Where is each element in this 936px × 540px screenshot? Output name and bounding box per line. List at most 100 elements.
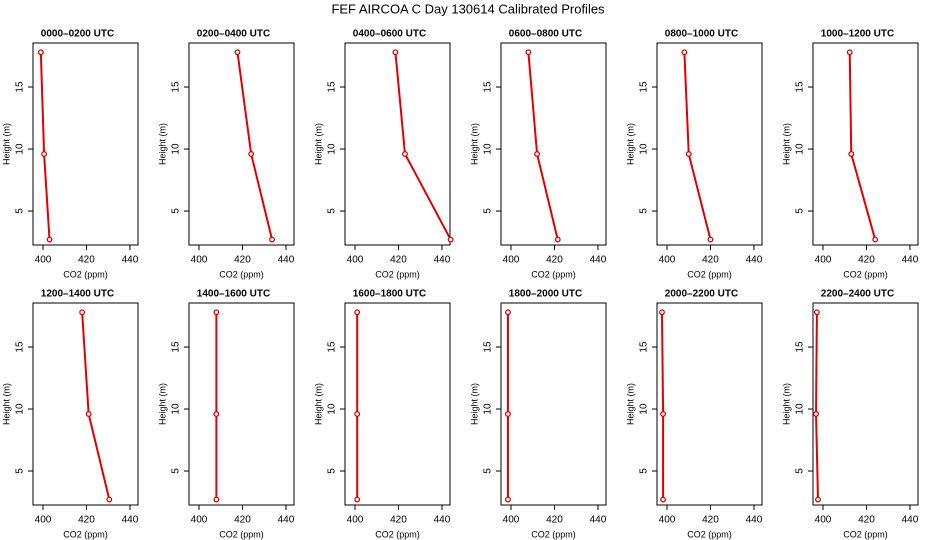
plot-box — [500, 42, 607, 246]
profile-point — [660, 411, 667, 417]
panel-title: 1800–2000 UTC — [509, 289, 582, 300]
y-tick-label: 5 — [483, 468, 494, 474]
x-tick-label: 440 — [590, 515, 607, 526]
profile-point — [248, 151, 255, 157]
x-tick-label: 440 — [278, 515, 295, 526]
y-tick-label: 10 — [15, 143, 26, 155]
x-tick-label: 400 — [503, 515, 520, 526]
x-axis-label: CO2 (ppm) — [531, 529, 576, 539]
page-title: FEF AIRCOA C Day 130614 Calibrated Profi… — [331, 1, 605, 16]
y-tick-label: 10 — [639, 403, 650, 415]
y-tick-label: 5 — [795, 468, 806, 474]
profile-point — [447, 236, 454, 243]
x-tick-label: 400 — [191, 255, 208, 266]
x-tick-label: 400 — [347, 255, 364, 266]
profile-point — [848, 151, 855, 157]
panel-title: 0200–0400 UTC — [197, 29, 270, 40]
x-axis-label: CO2 (ppm) — [63, 529, 108, 539]
plot-box — [32, 42, 139, 246]
x-tick-label: 420 — [702, 515, 719, 526]
y-tick-label: 5 — [327, 208, 338, 214]
y-tick-label: 10 — [15, 403, 26, 415]
profile-line — [815, 312, 819, 500]
y-axis-label: Height (m) — [1, 383, 11, 425]
x-tick-label: 420 — [390, 255, 407, 266]
y-axis-label: Height (m) — [157, 383, 167, 425]
x-tick-label: 440 — [122, 515, 139, 526]
y-tick-label: 5 — [483, 208, 494, 214]
x-tick-label: 400 — [815, 255, 832, 266]
x-tick-label: 420 — [546, 515, 563, 526]
profile-line — [683, 52, 712, 240]
y-tick-label: 15 — [483, 81, 494, 93]
y-tick-label: 5 — [639, 468, 650, 474]
y-tick-label: 10 — [483, 143, 494, 155]
x-axis-label: CO2 (ppm) — [375, 529, 420, 539]
x-tick-label: 440 — [122, 255, 139, 266]
y-axis-label: Height (m) — [313, 123, 323, 165]
y-tick-label: 10 — [483, 403, 494, 415]
panel-title: 1600–1800 UTC — [353, 289, 426, 300]
profile-point — [813, 309, 820, 316]
y-tick-label: 15 — [639, 341, 650, 353]
x-tick-label: 420 — [78, 255, 95, 266]
x-tick-label: 420 — [78, 515, 95, 526]
profile-line — [39, 52, 51, 240]
x-axis-label: CO2 (ppm) — [843, 529, 888, 539]
profile-point — [354, 309, 361, 316]
x-axis-label: CO2 (ppm) — [531, 269, 576, 279]
y-tick-label: 10 — [795, 143, 806, 155]
y-tick-label: 5 — [639, 208, 650, 214]
profile-point — [106, 496, 113, 503]
y-tick-label: 10 — [639, 143, 650, 155]
profile-point — [872, 236, 879, 243]
x-tick-label: 400 — [347, 515, 364, 526]
profile-point — [41, 151, 48, 157]
profile-point — [815, 496, 821, 503]
y-tick-label: 5 — [171, 208, 182, 214]
x-tick-label: 400 — [35, 515, 52, 526]
x-tick-label: 420 — [702, 255, 719, 266]
x-axis-label: CO2 (ppm) — [219, 529, 264, 539]
profile-line — [81, 312, 111, 500]
profile-point — [402, 151, 408, 157]
y-tick-label: 15 — [171, 81, 182, 93]
y-tick-label: 15 — [15, 81, 26, 93]
profile-point — [392, 49, 399, 56]
y-tick-label: 10 — [171, 143, 182, 155]
y-tick-label: 15 — [327, 341, 338, 353]
x-tick-label: 420 — [546, 255, 563, 266]
x-tick-label: 440 — [434, 515, 451, 526]
y-tick-label: 15 — [795, 81, 806, 93]
plot-box — [188, 42, 295, 246]
x-axis-label: CO2 (ppm) — [219, 269, 264, 279]
y-axis-label: Height (m) — [625, 383, 635, 425]
profile-point — [707, 236, 714, 243]
plot-box — [188, 302, 295, 506]
x-tick-label: 400 — [659, 515, 676, 526]
profile-point — [525, 49, 532, 56]
x-axis-label: CO2 (ppm) — [687, 529, 732, 539]
y-tick-label: 15 — [639, 81, 650, 93]
y-tick-label: 15 — [171, 341, 182, 353]
panel-title: 2000–2200 UTC — [665, 289, 738, 300]
profile-line — [661, 312, 665, 500]
profile-point — [660, 496, 667, 503]
y-tick-label: 15 — [15, 341, 26, 353]
profile-point — [213, 309, 220, 316]
y-axis-label: Height (m) — [781, 123, 791, 165]
y-tick-label: 15 — [483, 341, 494, 353]
profile-point — [846, 49, 853, 56]
x-tick-label: 420 — [234, 255, 251, 266]
x-axis-label: CO2 (ppm) — [843, 269, 888, 279]
x-tick-label: 420 — [858, 515, 875, 526]
profile-line — [236, 52, 274, 240]
x-axis-label: CO2 (ppm) — [687, 269, 732, 279]
y-tick-label: 5 — [171, 468, 182, 474]
panel-title: 1400–1600 UTC — [197, 289, 270, 300]
y-tick-label: 5 — [15, 208, 26, 214]
x-tick-label: 440 — [746, 255, 763, 266]
panel-title: 1000–1200 UTC — [821, 29, 894, 40]
plot-box — [656, 42, 763, 246]
